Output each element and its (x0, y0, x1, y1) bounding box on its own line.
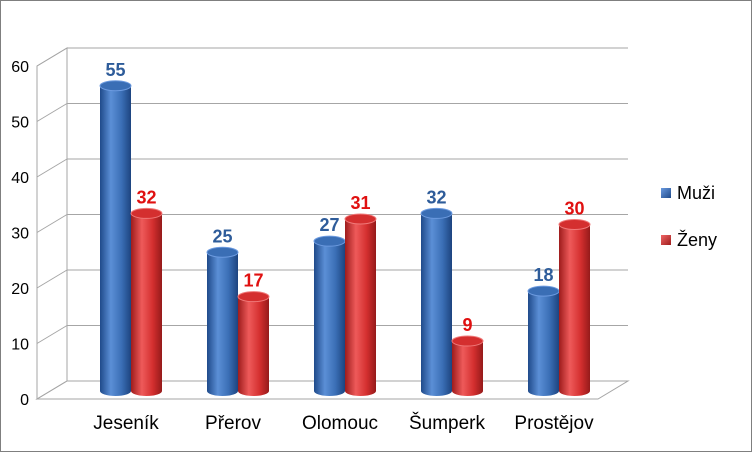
bar-top (527, 285, 560, 297)
gridline-side (36, 47, 68, 67)
bar-top (237, 291, 270, 303)
x-tick-label: Jeseník (93, 413, 159, 434)
bar-body (452, 341, 483, 396)
data-label: 30 (564, 199, 584, 219)
bar (99, 80, 132, 396)
bar-body (131, 213, 162, 396)
legend-label: Muži (677, 183, 715, 203)
gridline-side (36, 325, 68, 344)
bar-top (451, 335, 484, 347)
legend-label: Ženy (677, 230, 717, 250)
bar-body (238, 296, 269, 396)
x-tick-label: Olomouc (302, 413, 378, 434)
bar-body (528, 291, 559, 396)
data-label: 9 (462, 315, 472, 335)
bar-body (559, 224, 590, 396)
bar-top (420, 207, 453, 219)
bar (451, 335, 484, 396)
x-tick-label: Přerov (205, 413, 261, 434)
bar-top (344, 213, 377, 225)
bar (313, 235, 346, 396)
bar-top (99, 80, 132, 92)
gridline-side (36, 269, 68, 289)
bar-body (99, 85, 131, 396)
y-tick-label: 60 (11, 59, 29, 76)
x-tick-label: Prostějov (514, 413, 594, 434)
bar (558, 219, 591, 396)
data-label: 31 (350, 193, 370, 213)
data-label: 17 (243, 271, 263, 291)
data-label: 18 (533, 265, 553, 285)
bar-top (558, 219, 591, 230)
y-axis-ticks: 0 10 20 30 40 50 60 (11, 59, 29, 409)
legend-swatch (661, 188, 671, 198)
legend-item: Ženy (661, 230, 717, 250)
bar (420, 207, 453, 396)
legend-swatch (661, 235, 671, 245)
data-label: 32 (426, 187, 446, 207)
bar (130, 207, 163, 396)
bar (527, 285, 560, 396)
x-axis-labels: Jeseník Přerov Olomouc Šumperk Prostějov (93, 412, 594, 434)
legend-item: Muži (661, 183, 715, 203)
data-label: 25 (212, 226, 232, 246)
bars: 55 32 25 17 27 31 32 9 18 30 (99, 60, 591, 396)
gridline-side (36, 103, 68, 122)
bar-top (206, 246, 239, 258)
x-tick-label: Šumperk (409, 412, 486, 434)
y-tick-label: 40 (11, 170, 29, 187)
y-tick-label: 50 (11, 115, 29, 132)
bar (237, 291, 270, 396)
gridline-side (36, 158, 68, 178)
bar (344, 213, 377, 396)
gridline-side (36, 214, 68, 233)
bar-top (313, 235, 346, 247)
y-tick-label: 20 (11, 281, 29, 298)
y-tick-label: 30 (11, 226, 29, 243)
bar (206, 246, 239, 396)
bar-body (314, 241, 345, 396)
y-tick-label: 10 (11, 337, 29, 354)
legend: Muži Ženy (661, 183, 717, 250)
data-label: 32 (136, 187, 156, 207)
bar-body (345, 218, 376, 396)
bar-top (130, 207, 163, 219)
bar-body (421, 213, 452, 396)
data-label: 55 (105, 60, 125, 80)
bar-body (207, 252, 238, 396)
data-label: 27 (319, 215, 339, 235)
y-tick-label: 0 (20, 392, 29, 409)
